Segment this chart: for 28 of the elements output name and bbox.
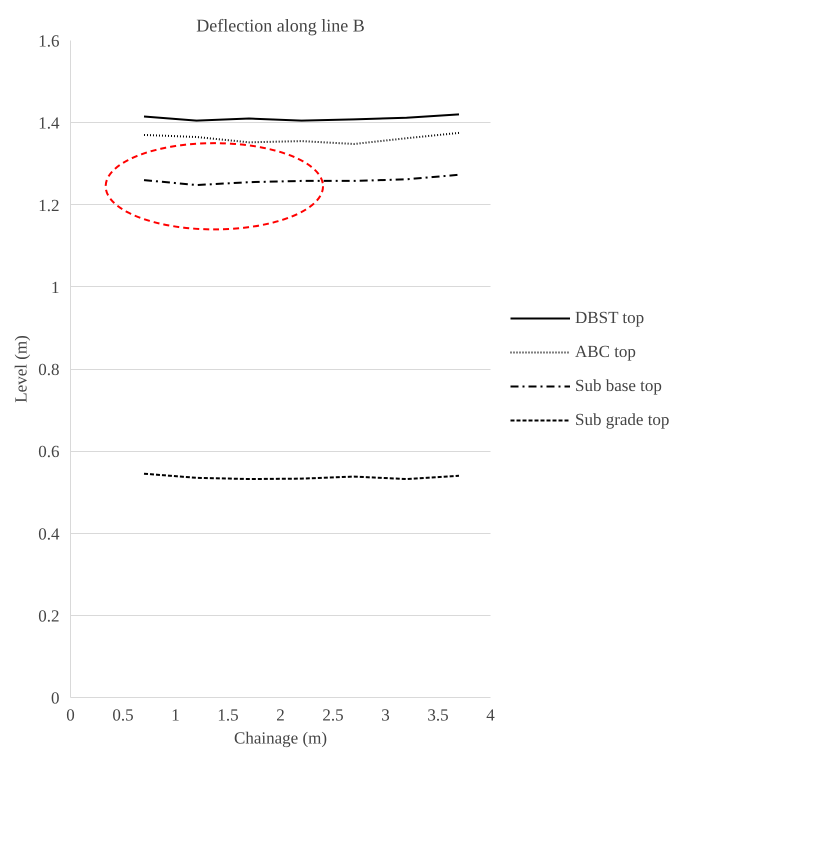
y-tick-label: 0.4 [38,524,60,544]
x-tick-label: 1 [171,706,180,724]
legend-label: ABC top [575,342,636,362]
legend-label: Sub grade top [575,410,670,430]
y-tick-label: 1.2 [38,196,60,215]
y-tick-label: 0.6 [38,442,60,462]
x-tick-label: 0 [66,706,75,724]
legend-label: Sub base top [575,376,662,396]
x-tick-label: 3.5 [427,706,449,724]
x-tick-label: 2 [276,706,285,724]
line-series [143,113,460,122]
legend-label: DBST top [575,308,644,328]
y-tick-label: 1.6 [38,32,60,50]
x-tick-label: 4 [486,706,496,724]
x-tick-label: 0.5 [112,706,134,724]
y-axis-title: Level (m) [11,335,30,403]
y-tick-label: 0.2 [38,606,60,626]
x-tick-label: 3 [381,706,390,724]
y-tick-label: 0 [51,688,60,708]
y-tick-label: 0.8 [38,360,60,379]
x-tick-label: 1.5 [217,706,239,724]
x-axis-title: Chainage (m) [234,728,328,748]
chart-title: Deflection along line B [196,16,365,36]
line-series [143,174,460,186]
y-tick-label: 1.4 [38,114,60,133]
line-series [143,132,460,145]
x-tick-label: 2.5 [322,706,344,724]
y-tick-label: 1 [51,278,60,297]
